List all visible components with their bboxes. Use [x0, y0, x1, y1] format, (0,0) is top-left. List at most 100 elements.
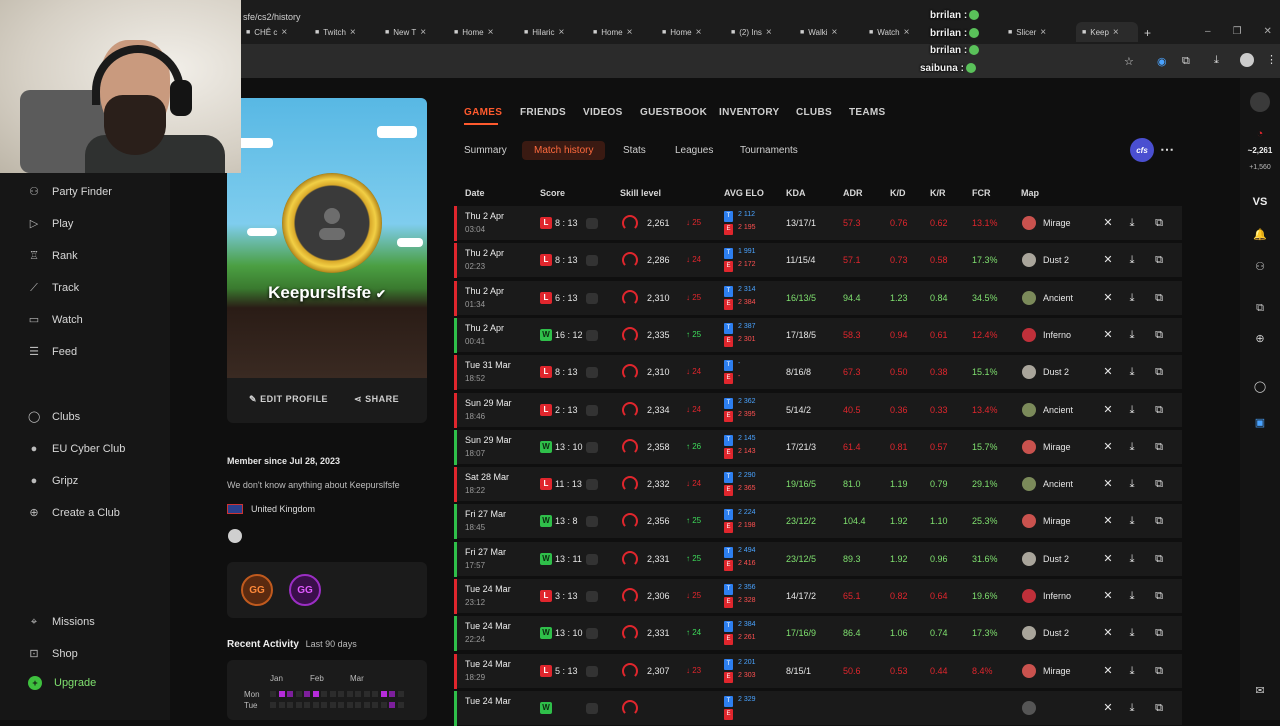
close-icon[interactable]: ✕: [1103, 515, 1113, 528]
sidebar-item[interactable]: ⟋ Track: [28, 282, 79, 294]
tab-close-icon[interactable]: ×: [695, 26, 702, 38]
close-icon[interactable]: ✕: [1103, 627, 1113, 640]
external-link-icon[interactable]: ⧉: [1155, 440, 1163, 453]
download-icon[interactable]: ⤓: [1129, 627, 1135, 640]
external-link-icon[interactable]: ⧉: [1155, 291, 1163, 304]
sidebar-item[interactable]: ⚇ Party Finder: [28, 186, 112, 198]
sidebar-item[interactable]: ⊡ Shop: [28, 648, 77, 660]
url-field[interactable]: sfe/cs2/history: [243, 12, 301, 22]
match-row[interactable]: Tue 24 Mar W T E 2 329 ✕ ⤓ ⧉: [454, 689, 1182, 726]
download-icon[interactable]: ⤓: [1129, 366, 1135, 379]
close-icon[interactable]: ✕: [1103, 403, 1113, 416]
scoreboard-icon[interactable]: [586, 628, 598, 640]
close-icon[interactable]: ✕: [1103, 701, 1113, 714]
close-icon[interactable]: ✕: [1103, 366, 1113, 379]
external-link-icon[interactable]: ⧉: [1155, 478, 1163, 491]
match-row[interactable]: Tue 31 Mar 18:52 L 8 : 13 2,310 ↓ 24 T E - - 8/16/…: [454, 354, 1182, 391]
match-row[interactable]: Tue 24 Mar 18:29 L 5 : 13 2,307 ↓ 23 T E 2 201 2 …: [454, 652, 1182, 689]
tab-close-icon[interactable]: ×: [558, 26, 565, 38]
tab-clubs[interactable]: CLUBS: [796, 107, 832, 118]
download-icon[interactable]: ⤓: [1129, 664, 1135, 677]
external-link-icon[interactable]: ⧉: [1155, 403, 1163, 416]
scoreboard-icon[interactable]: [586, 665, 598, 677]
edit-profile-button[interactable]: ✎ EDIT PROFILE: [249, 394, 328, 405]
sidebar-item[interactable]: ⊕ Create a Club: [28, 507, 119, 519]
tab-close-icon[interactable]: ×: [420, 26, 427, 38]
browser-tab[interactable]: ■ Keep ×: [1076, 22, 1138, 42]
vs-button[interactable]: VS: [1252, 196, 1268, 208]
download-icon[interactable]: ⤓: [1129, 254, 1135, 267]
steam-icon[interactable]: [228, 529, 242, 543]
close-icon[interactable]: ✕: [1103, 664, 1113, 677]
add-icon[interactable]: ⊕: [1255, 333, 1265, 345]
scoreboard-icon[interactable]: [586, 255, 598, 267]
match-row[interactable]: Thu 2 Apr 02:23 L 8 : 13 2,286 ↓ 24 T E 1 991 2 1…: [454, 242, 1182, 279]
tab-teams[interactable]: TEAMS: [849, 107, 886, 118]
sidebar-item[interactable]: ♖ Rank: [28, 250, 78, 262]
close-icon[interactable]: ✕: [1103, 590, 1113, 602]
sidebar-item[interactable]: ▭ Watch: [28, 314, 83, 326]
external-link-icon[interactable]: ⧉: [1155, 217, 1163, 229]
subtab-summary[interactable]: Summary: [464, 145, 507, 156]
chip-icon[interactable]: ▣: [1254, 417, 1266, 429]
profile-avatar-icon[interactable]: [1240, 53, 1254, 67]
scoreboard-icon[interactable]: [586, 292, 598, 304]
tab-close-icon[interactable]: ×: [831, 26, 838, 38]
subtab-match-history[interactable]: Match history: [522, 141, 606, 160]
close-icon[interactable]: ✕: [1103, 328, 1113, 341]
download-icon[interactable]: ⤓: [1214, 54, 1219, 66]
tab-close-icon[interactable]: ×: [626, 26, 633, 38]
external-link-icon[interactable]: ⧉: [1155, 552, 1163, 565]
external-link-icon[interactable]: ⧉: [1155, 701, 1163, 714]
cfs-logo-icon[interactable]: cfs: [1130, 138, 1154, 162]
tab-friends[interactable]: FRIENDS: [520, 107, 566, 118]
external-link-icon[interactable]: ⧉: [1155, 366, 1163, 379]
match-row[interactable]: Sun 29 Mar 18:07 W 13 : 10 2,358 ↑ 26 T E 2 145 2…: [454, 428, 1182, 465]
tab-close-icon[interactable]: ×: [903, 26, 910, 38]
subtab-tournaments[interactable]: Tournaments: [740, 145, 798, 156]
tab-inventory[interactable]: INVENTORY: [719, 107, 780, 118]
browser-tab[interactable]: ■ Walki ×: [800, 22, 862, 42]
download-icon[interactable]: ⤓: [1129, 478, 1135, 491]
external-link-icon[interactable]: ⧉: [1155, 328, 1163, 341]
sidebar-item[interactable]: ⌖ Missions: [28, 616, 95, 628]
browser-tab[interactable]: ■ Watch ×: [869, 22, 931, 42]
user-avatar-icon[interactable]: [1240, 92, 1280, 115]
external-link-icon[interactable]: ⧉: [1155, 664, 1163, 677]
close-icon[interactable]: ✕: [1103, 217, 1113, 229]
download-icon[interactable]: ⤓: [1129, 328, 1135, 341]
download-icon[interactable]: ⤓: [1129, 701, 1135, 714]
upgrade-link[interactable]: + Upgrade: [28, 676, 96, 690]
badge-gg-orange-icon[interactable]: GG: [241, 574, 273, 606]
browser-tab[interactable]: ■ Slicer ×: [1008, 22, 1070, 42]
tab-games[interactable]: GAMES: [464, 107, 503, 118]
sidebar-item[interactable]: ◯ Clubs: [28, 411, 80, 423]
match-row[interactable]: Thu 2 Apr 03:04 L 8 : 13 2,261 ↓ 25 T E 2 112 2 1…: [454, 205, 1182, 241]
browser-tab[interactable]: ■ CHÊ c ×: [246, 22, 308, 42]
browser-tab[interactable]: ■ New T ×: [385, 22, 447, 42]
chat-icon[interactable]: ✉: [1255, 685, 1265, 697]
close-icon[interactable]: ✕: [1103, 440, 1113, 453]
bell-icon[interactable]: 🔔: [1253, 229, 1267, 241]
subtab-stats[interactable]: Stats: [623, 145, 646, 156]
scoreboard-icon[interactable]: [586, 404, 598, 416]
sidebar-item[interactable]: ▷ Play: [28, 218, 74, 230]
close-icon[interactable]: ✕: [1103, 291, 1113, 304]
download-icon[interactable]: ⤓: [1129, 217, 1135, 229]
download-icon[interactable]: ⤓: [1129, 590, 1135, 602]
tab-close-icon[interactable]: ×: [765, 26, 772, 38]
match-row[interactable]: Tue 24 Mar 22:24 W 13 : 10 2,331 ↑ 24 T E 2 384 2…: [454, 615, 1182, 652]
browser-tab[interactable]: ■ Home ×: [593, 22, 655, 42]
new-tab-button[interactable]: +: [1144, 26, 1152, 40]
sidebar-item[interactable]: ☰ Feed: [28, 346, 77, 358]
browser-tab[interactable]: ■ Home ×: [454, 22, 516, 42]
download-icon[interactable]: ⤓: [1129, 291, 1135, 304]
external-link-icon[interactable]: ⧉: [1155, 515, 1163, 528]
browser-tab[interactable]: ■ Twitch ×: [315, 22, 377, 42]
match-row[interactable]: Fri 27 Mar 18:45 W 13 : 8 2,356 ↑ 25 T E 2 224 2 …: [454, 503, 1182, 540]
match-row[interactable]: Sun 29 Mar 18:46 L 2 : 13 2,334 ↓ 24 T E 2 362 2 …: [454, 391, 1182, 428]
tab-close-icon[interactable]: ×: [487, 26, 494, 38]
subtab-leagues[interactable]: Leagues: [675, 145, 714, 156]
close-icon[interactable]: ✕: [1103, 254, 1113, 267]
more-options-icon[interactable]: ⋯: [1160, 141, 1174, 157]
